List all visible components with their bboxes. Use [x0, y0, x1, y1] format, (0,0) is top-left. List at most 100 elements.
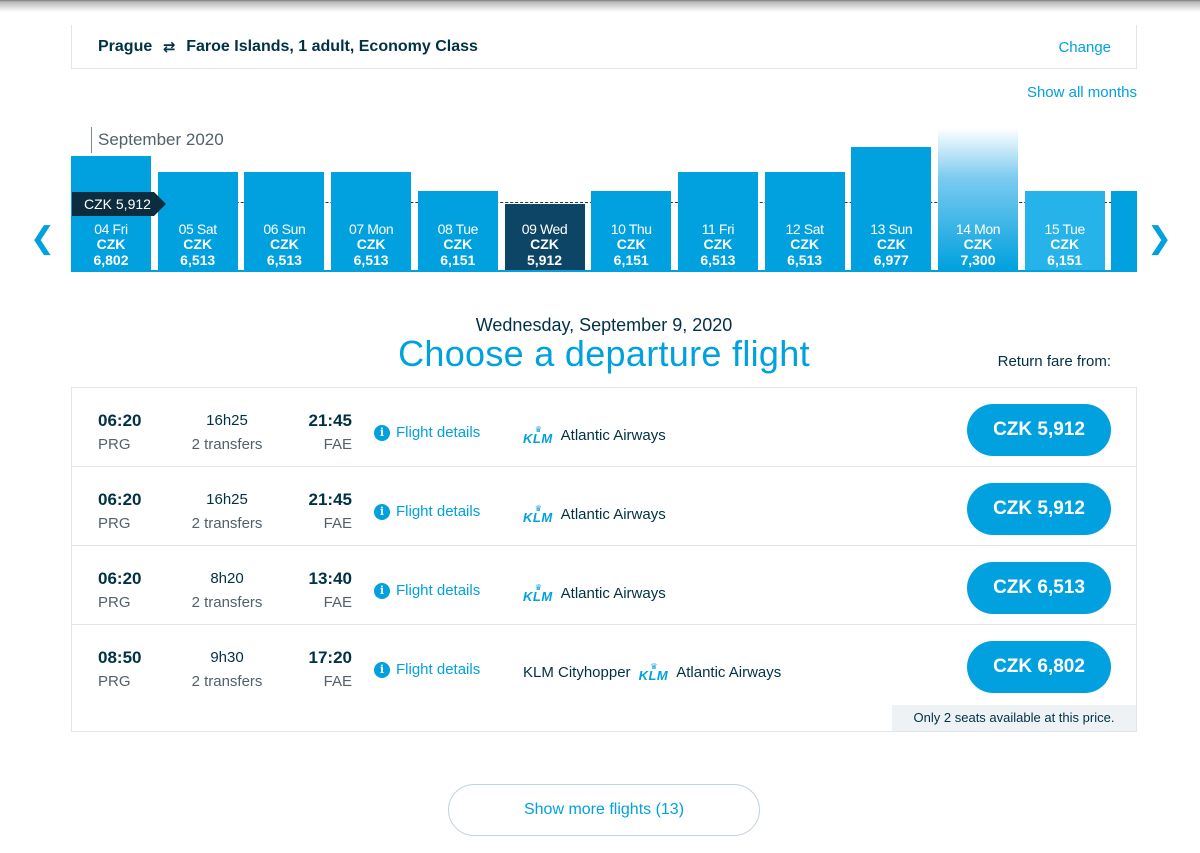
calendar-day-price: 6,151	[1047, 252, 1083, 268]
calendar-baseline	[71, 270, 1137, 272]
calendar-day-price	[1111, 268, 1137, 270]
calendar-day-label: 08 Tue CZK 6,151	[418, 221, 498, 270]
arrival-airport-code: FAE	[323, 673, 352, 690]
calendar-day-bar[interactable]: 09 Wed CZK 5,912	[504, 204, 585, 270]
calendar-day-price: 7,300	[960, 252, 996, 268]
destination-summary: Faroe Islands, 1 adult, Economy Class	[186, 37, 478, 55]
calendar-day-bar[interactable]: 12 Sat CZK 6,513	[764, 172, 845, 270]
select-fare-button[interactable]: CZK 6,802	[967, 641, 1111, 693]
calendar-day-currency: CZK	[183, 236, 213, 252]
info-icon: i	[374, 582, 390, 599]
flight-details-label: Flight details	[396, 424, 481, 441]
calendar-day-currency: CZK	[270, 236, 299, 252]
calendar-day-price: 6,513	[180, 252, 216, 268]
calendar-day-label: 15 Tue CZK 6,151	[1025, 221, 1105, 270]
calendar-day-name: 15 Tue	[1044, 221, 1085, 237]
calendar-day-label: 04 Fri CZK 6,802	[71, 221, 151, 270]
chevron-right-icon[interactable]: ❯	[1146, 222, 1172, 255]
klm-crown-icon: ♛	[534, 583, 542, 592]
klm-logo-icon: ♛ KLM	[523, 426, 553, 446]
departure-time: 06:20	[98, 490, 142, 509]
carrier-list: ♛ KLM Atlantic Airways	[523, 505, 666, 525]
carrier-name: Atlantic Airways	[560, 505, 666, 523]
klm-logo-word: KLM	[523, 589, 553, 604]
calendar-day-bar[interactable]: 14 Mon CZK 7,300	[938, 128, 1018, 270]
flight-row: 06:20 PRG 8h20 2 transfers 13:40 FAE i Flight d…	[72, 546, 1136, 625]
calendar-day-price: 6,513	[353, 252, 389, 268]
calendar-day-bar[interactable]: 05 Sat CZK 6,513	[157, 172, 238, 270]
route-summary: Prague ⇄ Faroe Islands, 1 adult, Economy…	[98, 38, 478, 56]
calendar-day-currency: CZK	[443, 236, 473, 252]
price-calendar: 04 Fri CZK 6,802 05 Sat CZK 6,513 06 Sun CZK 6,5…	[71, 120, 1137, 272]
flight-details-link[interactable]: i Flight details	[374, 582, 480, 599]
arrival-airport-code: FAE	[323, 436, 352, 453]
departure-airport-code: PRG	[98, 436, 131, 453]
arrival-airport-code: FAE	[323, 594, 352, 611]
klm-logo-word: KLM	[638, 668, 669, 683]
carrier-list: ♛ KLM Atlantic Airways	[523, 426, 666, 446]
select-fare-button[interactable]: CZK 5,912	[967, 483, 1111, 535]
calendar-day-currency: CZK	[790, 236, 819, 252]
calendar-day-label: 13 Sun CZK 6,977	[851, 221, 931, 270]
seats-availability-note: Only 2 seats available at this price.	[892, 705, 1136, 731]
calendar-day-bar[interactable]: 11 Fri CZK 6,513	[677, 172, 758, 270]
flight-details-link[interactable]: i Flight details	[374, 424, 480, 441]
calendar-day-name: 09 Wed	[521, 221, 568, 237]
calendar-day-price: 6,151	[440, 252, 476, 268]
calendar-day-currency: CZK	[96, 236, 126, 252]
calendar-day-price: 6,151	[613, 252, 649, 268]
search-summary-bar: Prague ⇄ Faroe Islands, 1 adult, Economy…	[71, 25, 1137, 69]
info-icon: i	[374, 503, 390, 520]
select-fare-button[interactable]: CZK 5,912	[967, 404, 1111, 456]
calendar-day-price: 6,513	[700, 252, 736, 268]
departure-time: 08:50	[98, 648, 142, 667]
calendar-day-label: 06 Sun CZK 6,513	[244, 221, 324, 270]
show-all-months-link[interactable]: Show all months	[1026, 84, 1137, 101]
calendar-day-name: 08 Tue	[437, 221, 479, 237]
calendar-day-bar[interactable]: 07 Mon CZK 6,513	[331, 172, 412, 270]
calendar-day-name: 12 Sat	[785, 221, 824, 237]
show-more-flights-button[interactable]: Show more flights (13)	[448, 784, 760, 836]
klm-logo-icon: ♛ KLM	[523, 505, 553, 525]
calendar-day-label: 07 Mon CZK 6,513	[331, 221, 411, 270]
calendar-day-price: 6,802	[93, 252, 129, 268]
flight-details-link[interactable]: i Flight details	[374, 503, 480, 520]
swap-arrows-icon: ⇄	[162, 38, 176, 56]
calendar-day-bar[interactable]: 06 Sun CZK 6,513	[244, 172, 325, 270]
calendar-day-bar[interactable]: 13 Sun CZK 6,977	[851, 147, 932, 270]
calendar-day-currency: CZK	[356, 236, 386, 252]
calendar-day-currency: CZK	[963, 236, 993, 252]
calendar-month-label: September 2020	[91, 127, 224, 153]
calendar-day-name: 10 Thu	[610, 221, 652, 237]
header-shadow	[0, 0, 1200, 24]
select-fare-button[interactable]: CZK 6,513	[967, 562, 1111, 614]
chevron-left-icon[interactable]: ❮	[30, 222, 56, 255]
change-search-link[interactable]: Change	[1058, 39, 1111, 56]
calendar-day-name: 05 Sat	[178, 221, 217, 237]
flight-details-link[interactable]: i Flight details	[374, 661, 480, 678]
flight-duration: 16h25	[206, 412, 248, 429]
calendar-day-bar[interactable]: 08 Tue CZK 6,151	[417, 191, 498, 270]
klm-crown-icon: ♛	[650, 662, 657, 671]
calendar-day-bar[interactable]: 15 Tue CZK 6,151	[1024, 191, 1105, 270]
flight-duration: 8h20	[210, 570, 244, 587]
calendar-day-price: 6,513	[787, 252, 823, 268]
departure-airport-code: PRG	[98, 673, 131, 690]
selected-price-tag: CZK 5,912	[72, 192, 166, 216]
klm-logo-word: KLM	[523, 431, 553, 446]
calendar-day-bar[interactable]: 16	[1111, 191, 1137, 270]
arrival-time: 13:40	[308, 569, 352, 588]
departure-airport-code: PRG	[98, 515, 131, 532]
flight-row: 08:50 PRG 9h30 2 transfers 17:20 FAE i Flight d…	[72, 625, 1136, 731]
flight-details-label: Flight details	[396, 582, 481, 599]
transfer-count: 2 transfers	[191, 515, 263, 532]
calendar-day-price: 5,912	[526, 252, 563, 268]
origin-city: Prague	[98, 37, 153, 55]
flight-row: 06:20 PRG 16h25 2 transfers 21:45 FAE i Flight …	[72, 467, 1136, 546]
carrier-name: Atlantic Airways	[560, 426, 666, 444]
departure-time: 06:20	[98, 411, 142, 430]
return-fare-label: Return fare from:	[997, 353, 1111, 370]
calendar-day-bar[interactable]: 10 Thu CZK 6,151	[591, 191, 672, 270]
departure-time: 06:20	[98, 569, 142, 588]
klm-logo-word: KLM	[523, 510, 553, 525]
